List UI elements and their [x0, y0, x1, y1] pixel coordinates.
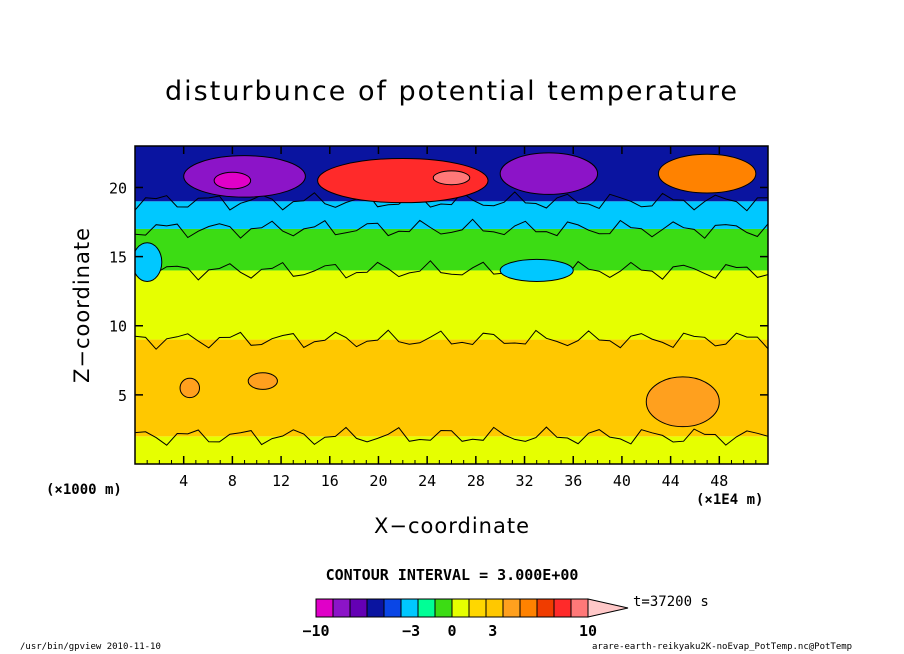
feature-6 — [135, 242, 163, 282]
colorbar-swatch — [468, 598, 487, 618]
band-4 — [135, 201, 768, 229]
feature-7 — [499, 258, 574, 282]
contour-interval-text: CONTOUR INTERVAL = 3.000E+00 — [325, 566, 579, 584]
colorbar-arrow — [587, 598, 629, 618]
feature-9 — [179, 377, 201, 399]
x-unit-right: (×1E4 m) — [696, 492, 764, 508]
feature-10 — [247, 372, 278, 390]
x-tick-label: 8 — [228, 472, 237, 490]
colorbar-swatch — [349, 598, 368, 618]
colorbar-tick-label: 3 — [488, 622, 498, 640]
footer-left: /usr/bin/gpview 2010-11-10 — [20, 642, 161, 652]
heatmap-field — [135, 146, 768, 464]
colorbar-swatch — [315, 598, 334, 618]
contour-line-5 — [135, 191, 768, 212]
colorbar-swatch — [366, 598, 385, 618]
time-label: t=37200 s — [633, 594, 709, 610]
colorbar-swatch — [502, 598, 521, 618]
colorbar-swatch — [536, 598, 555, 618]
colorbar-tick-label: 10 — [578, 622, 598, 640]
colorbar-swatch — [434, 598, 453, 618]
colorbar-tick-label: 0 — [447, 622, 457, 640]
feature-2 — [317, 157, 489, 204]
colorbar-swatch — [519, 598, 538, 618]
y-tick-label: 20 — [109, 179, 127, 197]
x-unit-left: (×1000 m) — [46, 482, 122, 498]
colorbar-swatch — [451, 598, 470, 618]
band-3 — [135, 228, 768, 271]
chart-title: disturbunce of potential temperature — [165, 76, 739, 107]
band-2 — [135, 270, 768, 340]
x-tick-label: 24 — [418, 472, 436, 490]
colorbar-swatch — [417, 598, 436, 618]
colorbar-swatch — [570, 598, 589, 618]
x-tick-label: 4 — [179, 472, 188, 490]
x-tick-label: 48 — [710, 472, 728, 490]
colorbar — [315, 598, 629, 618]
x-tick-label: 44 — [662, 472, 680, 490]
feature-4 — [499, 152, 599, 195]
x-tick-label: 16 — [321, 472, 339, 490]
colorbar-swatch — [400, 598, 419, 618]
y-tick-label: 10 — [109, 318, 127, 336]
footer-right: arare-earth-reikyaku2K-noEvap_PotTemp.nc… — [592, 642, 853, 652]
x-tick-label: 28 — [467, 472, 485, 490]
colorbar-swatch — [485, 598, 504, 618]
x-tick-label: 20 — [369, 472, 387, 490]
x-tick-label: 36 — [564, 472, 582, 490]
colorbar-tick-label: −10 — [302, 622, 330, 640]
band-0 — [135, 436, 768, 464]
contour-interval-label: CONTOUR INTERVAL = 3.000E+00 — [0, 566, 904, 584]
contour-line-2 — [135, 329, 768, 350]
x-tick-label: 32 — [516, 472, 534, 490]
feature-1 — [213, 171, 252, 190]
colorbar-swatch — [332, 598, 351, 618]
contour-line-3 — [135, 260, 768, 281]
colorbar-swatch — [553, 598, 572, 618]
x-tick-label: 40 — [613, 472, 631, 490]
feature-8 — [645, 376, 720, 428]
y-tick-label: 5 — [118, 387, 127, 405]
y-tick-label: 15 — [109, 249, 127, 267]
x-tick-label: 12 — [272, 472, 290, 490]
colorbar-tick-label: −3 — [402, 622, 421, 640]
x-axis-label: X−coordinate — [374, 514, 530, 538]
contour-line-4 — [135, 218, 768, 239]
feature-3 — [432, 170, 471, 186]
contour-line-1 — [135, 426, 768, 446]
feature-5 — [657, 153, 757, 194]
y-axis-label: Z−coordinate — [70, 227, 94, 383]
colorbar-swatch — [383, 598, 402, 618]
